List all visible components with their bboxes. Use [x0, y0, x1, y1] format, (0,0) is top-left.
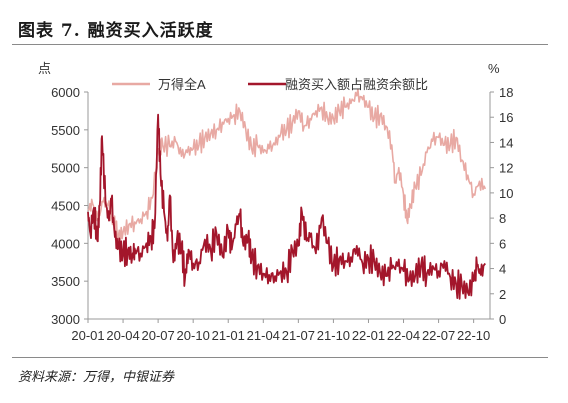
right-tick-label: 4	[499, 262, 506, 277]
series-line-2	[87, 113, 486, 300]
left-tick-label: 5500	[51, 123, 80, 138]
title-divider	[12, 44, 548, 45]
x-tick-label: 20-10	[177, 328, 210, 343]
left-tick-label: 4000	[51, 236, 80, 251]
chart-title: 图表 7. 融资买入活跃度	[18, 21, 214, 41]
source-divider	[12, 357, 548, 358]
right-tick-label: 2	[499, 287, 506, 302]
x-tick-label: 20-04	[106, 328, 139, 343]
legend-label-1: 万得全A	[158, 77, 206, 92]
x-tick-label: 20-01	[71, 328, 104, 343]
x-tick-label: 21-10	[317, 328, 350, 343]
left-tick-label: 4500	[51, 199, 80, 214]
x-tick-label: 21-01	[212, 328, 245, 343]
left-tick-label: 5000	[51, 161, 80, 176]
right-tick-label: 6	[499, 236, 506, 251]
series-line-1	[87, 88, 487, 243]
left-tick-label: 3500	[51, 274, 80, 289]
right-axis-unit: %	[488, 61, 500, 76]
right-tick-label: 16	[499, 110, 513, 125]
right-tick-label: 0	[499, 312, 506, 327]
x-tick-label: 22-04	[387, 328, 420, 343]
x-tick-label: 21-04	[247, 328, 280, 343]
x-tick-label: 22-10	[457, 328, 490, 343]
x-tick-label: 20-07	[141, 328, 174, 343]
source-note: 资料来源：万得，中银证券	[18, 370, 175, 385]
right-tick-label: 12	[499, 161, 513, 176]
x-tick-label: 22-07	[422, 328, 455, 343]
x-tick-label: 22-01	[352, 328, 385, 343]
left-axis-unit: 点	[38, 61, 51, 76]
left-tick-label: 6000	[51, 85, 80, 100]
right-tick-label: 14	[499, 135, 513, 150]
x-tick-label: 21-07	[282, 328, 315, 343]
right-tick-label: 10	[499, 186, 513, 201]
right-tick-label: 8	[499, 211, 506, 226]
right-tick-label: 18	[499, 85, 513, 100]
left-tick-label: 3000	[51, 312, 80, 327]
legend-label-2: 融资买入额占融资余额比	[285, 77, 428, 92]
